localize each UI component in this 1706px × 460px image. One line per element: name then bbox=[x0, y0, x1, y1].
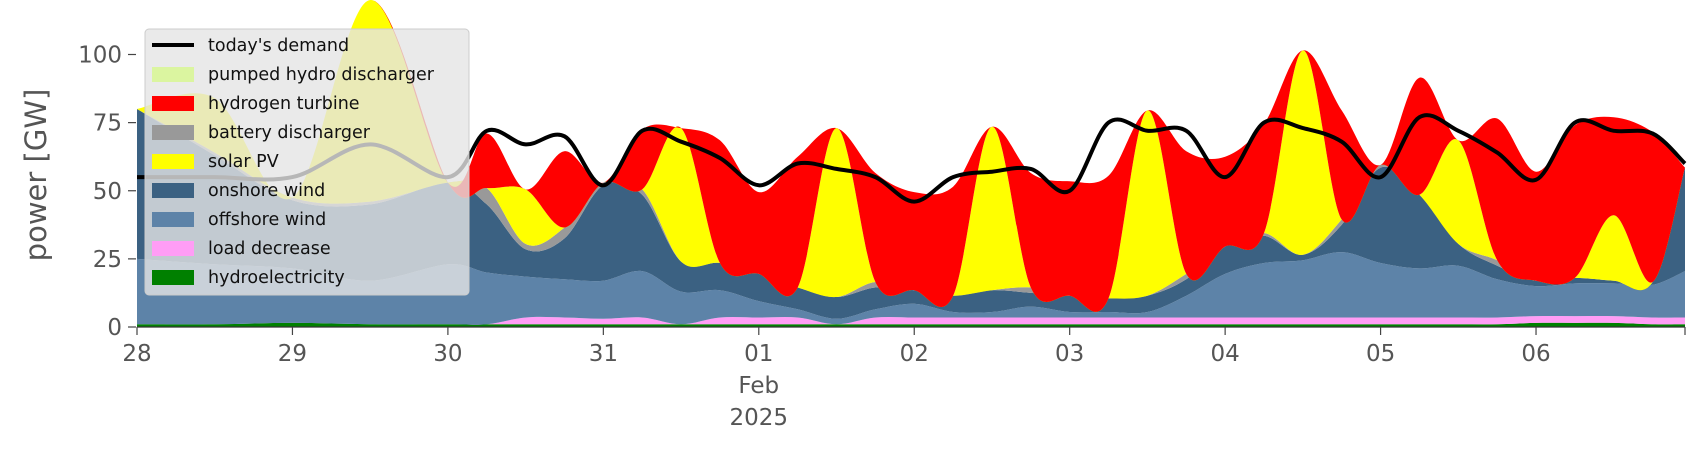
demand-line bbox=[137, 113, 1687, 204]
legend-swatch bbox=[152, 154, 194, 169]
legend-item-onshore-wind: onshore wind bbox=[152, 181, 325, 201]
legend-label: pumped hydro discharger bbox=[208, 65, 435, 85]
y-tick-label: 0 bbox=[107, 315, 122, 341]
x-axis: 28 29 30 31 01 Feb 2025 02 03 04 05 06 bbox=[122, 327, 1686, 431]
legend-swatch bbox=[152, 96, 194, 111]
legend-swatch bbox=[152, 241, 194, 256]
y-tick-label: 25 bbox=[93, 247, 122, 273]
legend-swatch bbox=[152, 125, 194, 140]
legend-item-hydrogen-turbine: hydrogen turbine bbox=[152, 94, 360, 114]
legend-item-solar-pv: solar PV bbox=[152, 152, 279, 172]
y-tick-label: 50 bbox=[93, 179, 122, 205]
legend-item-hydroelectricity: hydroelectricity bbox=[152, 268, 345, 288]
x-tick-label: 01 bbox=[744, 341, 773, 367]
legend-swatch bbox=[152, 183, 194, 198]
legend-label: offshore wind bbox=[208, 210, 326, 230]
x-tick-label: 29 bbox=[278, 341, 307, 367]
legend-swatch bbox=[152, 270, 194, 285]
area-offshore-wind bbox=[137, 252, 1685, 325]
x-tick-label: 05 bbox=[1366, 341, 1395, 367]
x-tick-year-label: 2025 bbox=[730, 405, 789, 431]
legend-label: hydroelectricity bbox=[208, 268, 345, 288]
legend-item-today-s-demand: today's demand bbox=[152, 36, 349, 56]
area-load-decrease bbox=[137, 316, 1685, 325]
area-hydroelectricity bbox=[137, 322, 1685, 327]
legend-label: hydrogen turbine bbox=[208, 94, 360, 114]
x-tick-label: 03 bbox=[1055, 341, 1084, 367]
x-tick-label: 31 bbox=[589, 341, 618, 367]
legend-label: onshore wind bbox=[208, 181, 325, 201]
area-hydrogen-turbine bbox=[137, 0, 1685, 312]
stacked-area-series bbox=[137, 0, 1685, 327]
x-tick-month-label: Feb bbox=[738, 373, 779, 399]
area-solar-pv bbox=[137, 0, 1685, 312]
legend-label: load decrease bbox=[208, 239, 331, 259]
y-axis-title: power [GW] bbox=[19, 89, 53, 262]
legend-item-load-decrease: load decrease bbox=[152, 239, 331, 259]
area-onshore-wind bbox=[137, 109, 1685, 319]
x-tick-label: 28 bbox=[122, 341, 151, 367]
y-axis: 0 25 50 75 100 bbox=[78, 43, 136, 341]
demand-line-layer bbox=[137, 113, 1687, 204]
x-tick-label: 02 bbox=[900, 341, 929, 367]
legend: today's demand pumped hydro discharger hyd… bbox=[144, 28, 470, 296]
x-tick-label: 04 bbox=[1210, 341, 1239, 367]
x-tick-label: 06 bbox=[1521, 341, 1550, 367]
y-tick-label: 75 bbox=[93, 111, 122, 137]
legend-item-pumped-hydro-discharger: pumped hydro discharger bbox=[152, 65, 435, 85]
legend-frame bbox=[144, 28, 470, 296]
y-tick-label: 100 bbox=[78, 43, 122, 69]
legend-swatch bbox=[152, 212, 194, 227]
x-tick-label: 30 bbox=[433, 341, 462, 367]
legend-item-offshore-wind: offshore wind bbox=[152, 210, 326, 230]
legend-item-battery-discharger: battery discharger bbox=[152, 123, 371, 143]
legend-swatch bbox=[152, 67, 194, 82]
legend-label: solar PV bbox=[208, 152, 279, 172]
legend-label: today's demand bbox=[208, 36, 349, 56]
legend-label: battery discharger bbox=[208, 123, 371, 143]
axes: 0 25 50 75 100 28 29 30 31 01 Feb 2025 02 03 04 05 06 p… bbox=[19, 43, 1686, 431]
